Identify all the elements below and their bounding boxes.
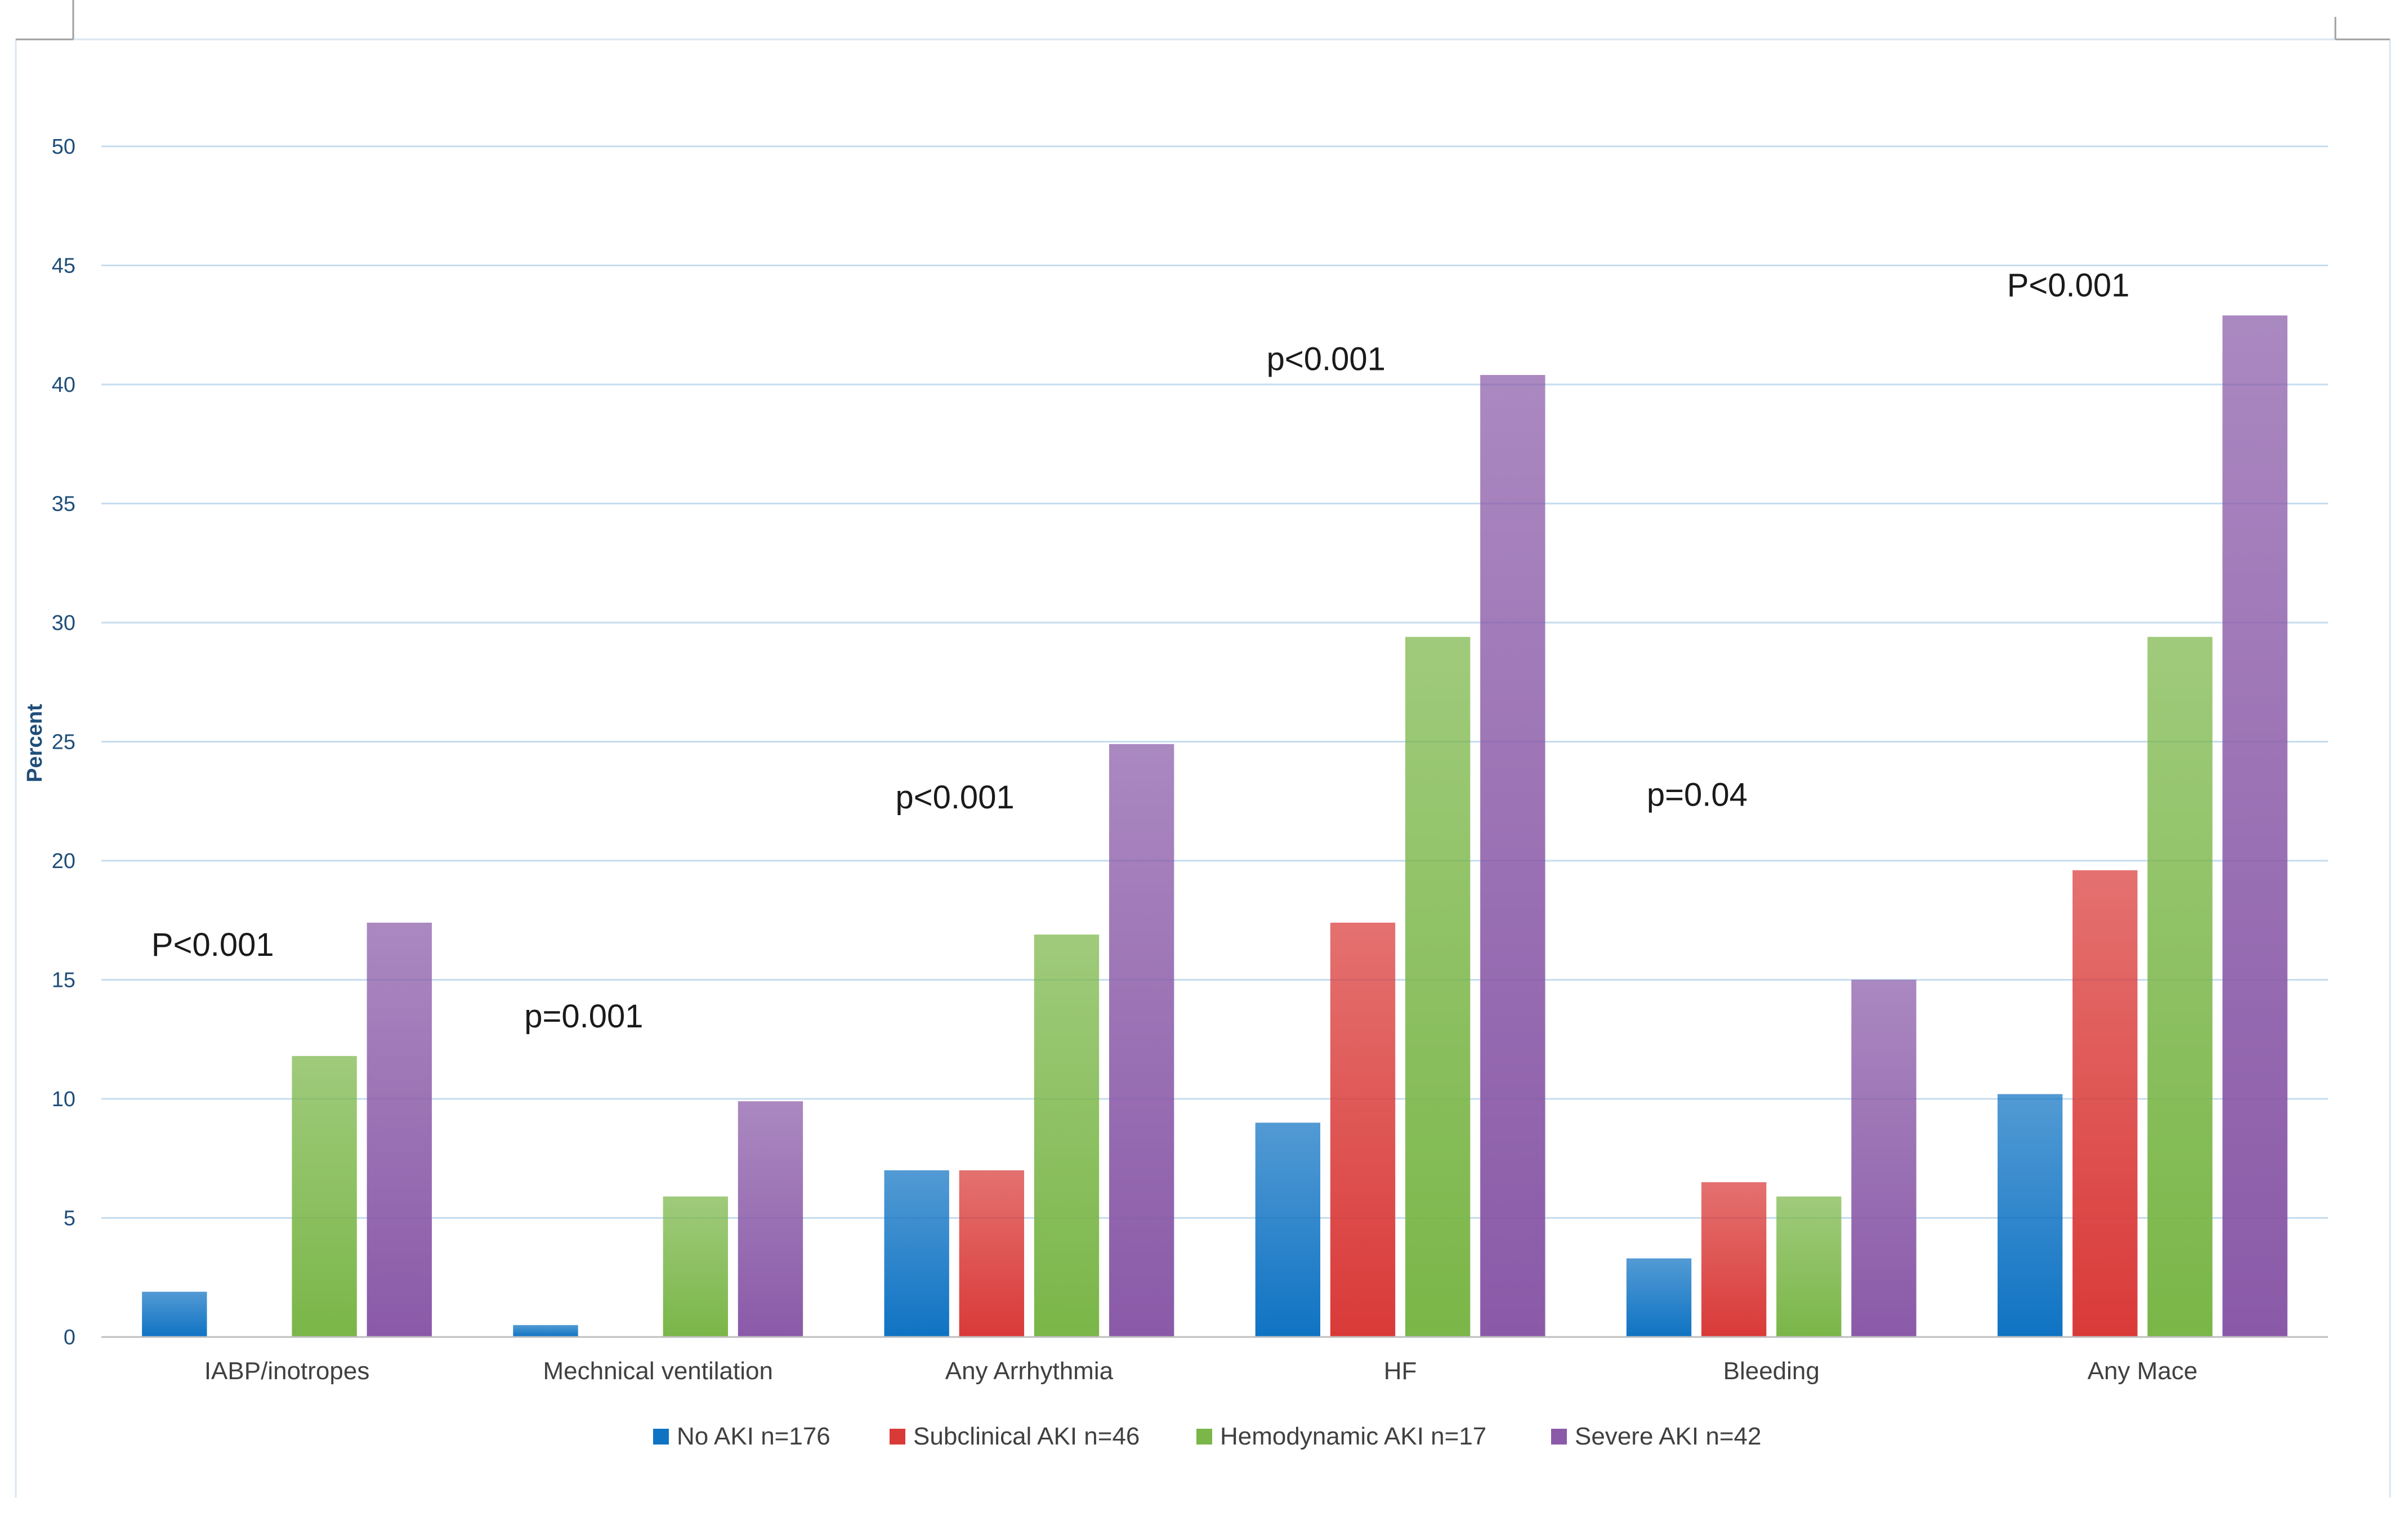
x-category-label: Mechnical ventilation xyxy=(543,1357,773,1385)
p-value-annotation: P<0.001 xyxy=(2007,267,2130,303)
bar xyxy=(367,922,432,1337)
legend-swatch xyxy=(890,1429,905,1445)
bar xyxy=(513,1325,578,1337)
y-tick-label: 40 xyxy=(52,373,75,397)
y-tick-label: 20 xyxy=(52,849,75,873)
bar xyxy=(1776,1196,1842,1337)
bar xyxy=(959,1170,1025,1337)
bar xyxy=(1480,375,1545,1337)
y-tick-label: 15 xyxy=(52,969,75,992)
bar xyxy=(1998,1094,2063,1337)
bar xyxy=(1701,1182,1767,1337)
legend-label: Subclinical AKI n=46 xyxy=(913,1423,1140,1450)
bar xyxy=(142,1291,207,1337)
bar xyxy=(1330,922,1396,1337)
p-value-annotation: p<0.001 xyxy=(895,779,1014,816)
bar xyxy=(1626,1258,1692,1337)
x-category-label: HF xyxy=(1384,1357,1417,1385)
y-tick-label: 50 xyxy=(52,135,75,159)
legend-label: Severe AKI n=42 xyxy=(1575,1423,1761,1450)
legend-swatch xyxy=(653,1429,669,1445)
legend-label: Hemodynamic AKI n=17 xyxy=(1220,1423,1486,1450)
x-category-label: Any Arrhythmia xyxy=(945,1357,1114,1385)
bar xyxy=(1405,637,1471,1337)
y-tick-label: 30 xyxy=(52,611,75,635)
p-value-annotations: P<0.001 p=0.001 p<0.001 p<0.001 p=0.04 P<0.00… xyxy=(151,267,2130,1035)
bar xyxy=(663,1196,729,1337)
y-tick-label: 25 xyxy=(52,731,75,754)
bar xyxy=(2072,870,2138,1337)
gridlines xyxy=(101,145,2328,1219)
bar xyxy=(1109,744,1174,1337)
legend-label: No AKI n=176 xyxy=(677,1423,830,1450)
bar xyxy=(1255,1123,1321,1337)
bars xyxy=(142,315,2288,1337)
bar xyxy=(1034,934,1100,1337)
legend-swatch xyxy=(1551,1429,1567,1445)
bar xyxy=(738,1101,803,1337)
y-tick-label: 5 xyxy=(64,1207,75,1231)
y-tick-label: 35 xyxy=(52,493,75,516)
y-axis-ticks: 0 5 10 15 20 25 30 35 40 45 50 xyxy=(52,135,75,1349)
y-tick-label: 0 xyxy=(64,1326,75,1349)
p-value-annotation: p<0.001 xyxy=(1267,341,1386,378)
y-tick-label: 10 xyxy=(52,1088,75,1111)
bar xyxy=(2147,637,2213,1337)
p-value-annotation: P<0.001 xyxy=(151,927,274,963)
y-tick-label: 45 xyxy=(52,254,75,278)
x-category-label: IABP/inotropes xyxy=(204,1357,370,1385)
y-axis-label: Percent xyxy=(23,704,47,782)
x-category-label: Any Mace xyxy=(2088,1357,2198,1385)
bar xyxy=(292,1056,357,1337)
plot-border xyxy=(15,0,2391,1497)
bar xyxy=(2222,315,2288,1337)
p-value-annotation: p=0.001 xyxy=(524,998,643,1035)
bar xyxy=(1851,980,1916,1337)
x-category-label: Bleeding xyxy=(1723,1357,1820,1385)
legend: No AKI n=176 Subclinical AKI n=46 Hemodyna… xyxy=(653,1423,1761,1450)
bar xyxy=(884,1170,949,1337)
category-labels: IABP/inotropes Mechnical ventilation Any A… xyxy=(204,1357,2197,1385)
p-value-annotation: p=0.04 xyxy=(1647,777,1748,813)
legend-swatch xyxy=(1196,1429,1212,1445)
